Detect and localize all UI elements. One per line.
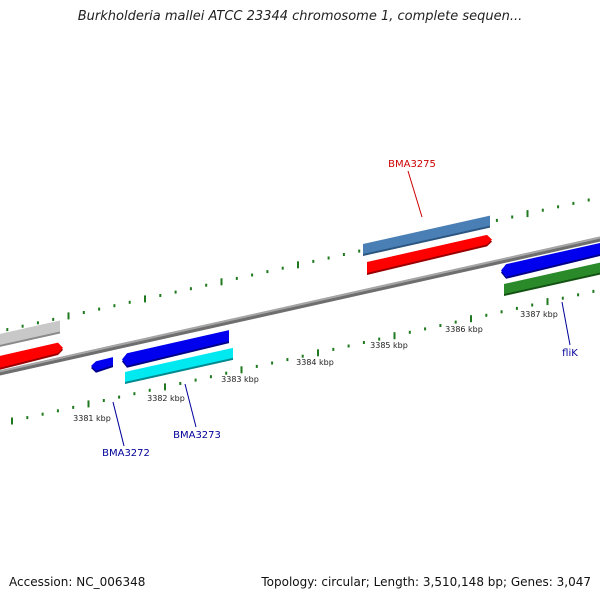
scale-label: 3382 kbp (147, 394, 185, 403)
gene-leader-line (407, 170, 423, 218)
gene-leader-line (184, 383, 197, 428)
gene-leader-line (561, 301, 571, 346)
gene-feature-gray[interactable] (0, 320, 60, 346)
gene-feature-green[interactable] (504, 261, 600, 294)
gene-feature-cyan[interactable] (125, 347, 233, 382)
scale-label: 3383 kbp (221, 375, 259, 384)
gene-feature-bma3272[interactable] (91, 357, 113, 371)
gene-label-bma3272[interactable]: BMA3272 (102, 448, 150, 459)
backbone-line (0, 236, 600, 373)
gene-feature-bma3273[interactable] (122, 330, 229, 366)
scale-label: 3387 kbp (520, 310, 558, 319)
scale-label: 3385 kbp (370, 341, 408, 350)
scale-ticks-upper (6, 198, 590, 332)
scale-label: 3381 kbp (73, 414, 111, 423)
map-title: Burkholderia mallei ATCC 23344 chromosom… (77, 9, 523, 24)
backbone-shadow (0, 236, 600, 376)
gene-label-bma3275[interactable]: BMA3275 (388, 159, 436, 170)
topology-text: Topology: circular; Length: 3,510,148 bp… (261, 575, 591, 589)
gene-feature-steelblue[interactable] (363, 215, 490, 254)
scale-label: 3386 kbp (445, 325, 483, 334)
accession-text: Accession: NC_006348 (9, 575, 146, 589)
gene-feature-red[interactable] (0, 342, 63, 369)
gene-leader-line (112, 401, 125, 447)
scale-ticks-lower (11, 289, 595, 425)
gene-label-flik[interactable]: fliK (562, 348, 578, 359)
gene-label-bma3273[interactable]: BMA3273 (173, 430, 221, 441)
scale-label: 3384 kbp (296, 358, 334, 367)
gene-feature-flik[interactable] (501, 242, 600, 277)
gene-feature-bma3275[interactable] (367, 234, 492, 273)
